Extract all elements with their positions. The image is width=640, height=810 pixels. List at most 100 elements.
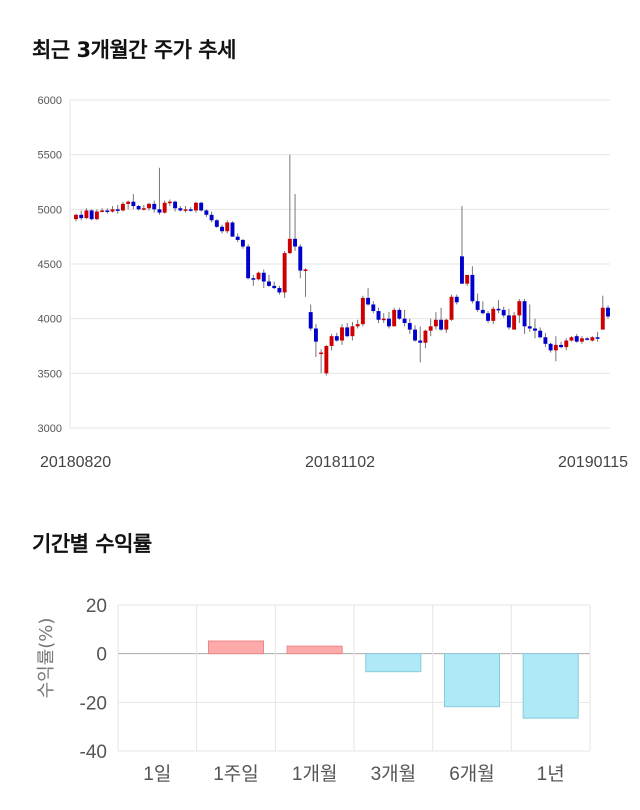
candle-body: [517, 301, 522, 316]
candles: [74, 154, 610, 376]
returns-y-tick-label: -40: [80, 742, 107, 763]
candle-body: [360, 297, 365, 325]
returns-x-tick-label: 1일: [143, 763, 171, 785]
candle-body: [246, 246, 251, 279]
candle-body: [105, 210, 110, 212]
candle-body: [84, 210, 89, 219]
price-x-tick-label: 20180820: [40, 454, 111, 470]
candle-body: [152, 203, 157, 210]
returns-bar-chart: 20 0 -20 -40 1일 1주일 1개월 3개월 6개월 1년 수익률(%): [36, 596, 591, 785]
candle-body: [585, 338, 590, 340]
candle-body: [225, 222, 230, 232]
candle-body: [89, 210, 94, 220]
candle-body: [569, 337, 574, 341]
returns-y-tick-label: -20: [80, 693, 107, 714]
candle-body: [553, 344, 558, 351]
returns-bar: [365, 653, 422, 673]
candle-body: [407, 323, 412, 330]
candle-body: [178, 208, 183, 211]
candle-body: [261, 272, 266, 282]
candle-body: [449, 296, 454, 320]
candle-body: [100, 210, 105, 212]
candle-body: [74, 214, 78, 220]
candle-body: [267, 281, 271, 286]
candle-body: [439, 319, 444, 330]
candle-body: [329, 336, 334, 346]
returns-bar: [207, 640, 265, 655]
candle-body: [277, 288, 282, 293]
candle-body: [183, 209, 188, 211]
candle-body: [548, 343, 553, 351]
candle-body: [522, 301, 527, 327]
returns-title: 기간별 수익률: [32, 532, 152, 556]
candle-body: [287, 238, 292, 254]
candle-body: [590, 337, 595, 341]
candle-body: [595, 337, 600, 339]
returns-bar: [522, 653, 579, 719]
candle-body: [444, 319, 449, 330]
candle-body: [334, 336, 339, 341]
candle-body: [454, 296, 459, 303]
candle-body: [94, 211, 99, 220]
candle-body: [433, 319, 438, 327]
candle-body: [308, 312, 313, 329]
candle-body: [423, 330, 428, 343]
returns-bar: [443, 653, 501, 708]
candle-body: [579, 338, 584, 342]
candle-body: [355, 324, 360, 327]
candle-body: [173, 201, 178, 209]
candle-body: [470, 274, 475, 302]
candle-body: [350, 326, 355, 337]
candle-body: [220, 226, 224, 232]
candle-body: [496, 308, 501, 311]
price-y-tick-label: 4000: [38, 314, 62, 326]
candle-body: [606, 307, 610, 317]
candle-body: [574, 336, 579, 342]
candle-body: [204, 210, 209, 215]
candle-body: [293, 238, 298, 247]
candle-body: [324, 346, 329, 374]
returns-y-tick-label: 20: [86, 596, 107, 617]
candle-body: [272, 285, 277, 289]
candle-body: [157, 209, 162, 213]
returns-x-tick-label: 1개월: [292, 763, 338, 785]
candle-body: [136, 206, 141, 210]
candle-body: [475, 301, 480, 310]
price-y-tick-label: 6000: [38, 95, 62, 107]
returns-bars: [207, 640, 579, 719]
candle-body: [110, 209, 115, 212]
candle-body: [486, 313, 490, 321]
candle-body: [512, 315, 517, 330]
candle-body: [240, 239, 245, 247]
returns-x-tick-label: 6개월: [449, 763, 495, 785]
candle-body: [460, 256, 464, 284]
price-y-tick-label: 3000: [38, 423, 62, 435]
candle-body: [381, 318, 386, 321]
candle-body: [188, 209, 193, 211]
price-x-tick-label: 20190115: [558, 454, 628, 470]
returns-y-ticks: 20 0 -20 -40: [80, 596, 107, 763]
candle-body: [428, 326, 433, 331]
candle-body: [392, 309, 397, 327]
price-x-tick-label: 20181102: [305, 454, 375, 470]
candle-body: [564, 340, 569, 348]
candle-body: [397, 309, 402, 319]
returns-y-tick-label: 0: [96, 645, 107, 666]
candle-body: [120, 203, 125, 211]
candle-body: [147, 203, 151, 209]
price-x-ticks: 20180820 20181102 20190115: [40, 454, 628, 470]
candle-body: [366, 297, 371, 305]
candle-body: [402, 318, 407, 324]
returns-x-tick-label: 1년: [537, 763, 565, 785]
candle-body: [209, 214, 214, 221]
candle-body: [319, 352, 324, 355]
candle-body: [501, 309, 506, 316]
returns-x-tick-label: 1주일: [213, 763, 259, 785]
price-y-ticks: 3000 3500 4000 4500 5000 5500 6000: [38, 95, 62, 435]
returns-x-tick-label: 3개월: [371, 763, 417, 785]
candle-body: [303, 269, 308, 271]
candle-body: [491, 308, 496, 321]
candle-body: [141, 208, 146, 210]
candle-body: [418, 340, 423, 343]
